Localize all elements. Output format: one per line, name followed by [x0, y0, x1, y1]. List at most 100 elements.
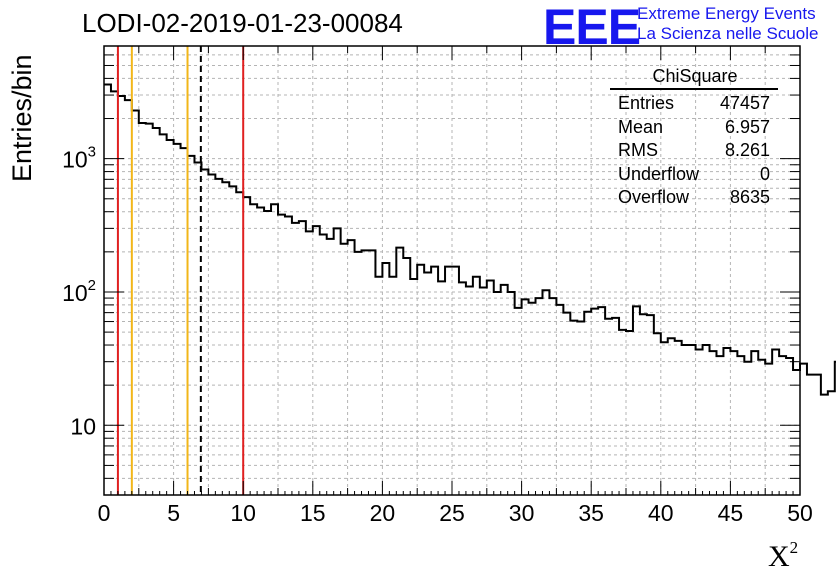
x-axis-label-base: X: [768, 540, 790, 572]
histogram-bin: [487, 280, 494, 495]
x-tick-label: 30: [509, 500, 535, 526]
histogram-bin: [682, 345, 689, 495]
stats-row-underflow: Underflow 0: [610, 163, 780, 187]
histogram-bin: [174, 144, 181, 495]
histogram-bin: [341, 244, 348, 495]
histogram-bin: [807, 375, 814, 495]
stats-value: 8.261: [724, 140, 770, 160]
histogram-bin: [647, 315, 654, 495]
histogram-bin: [201, 169, 208, 495]
y-tick-base: 10: [62, 147, 88, 173]
histogram-bin: [327, 239, 334, 495]
histogram-bin: [626, 331, 633, 495]
histogram-bin: [417, 265, 424, 495]
y-tick-label: 103: [62, 144, 96, 173]
histogram-bin: [208, 175, 215, 495]
histogram-bin: [215, 179, 222, 495]
y-tick-label: 102: [62, 277, 96, 306]
histogram-bin: [758, 360, 765, 495]
histogram-bin: [271, 204, 278, 495]
plot-frame: [103, 45, 801, 496]
histogram-bin: [828, 391, 835, 495]
histogram-bin: [146, 124, 153, 495]
histogram-bin: [765, 364, 772, 495]
x-tick-label: 40: [648, 500, 674, 526]
histogram-bin: [368, 250, 375, 495]
stats-label: Overflow: [618, 187, 690, 207]
histogram-bin: [452, 267, 459, 495]
histogram-bin: [313, 226, 320, 495]
stats-label: Underflow: [618, 163, 700, 184]
histogram-bin: [431, 267, 438, 495]
stats-value: 8635: [729, 187, 770, 207]
histogram-bin: [737, 356, 744, 495]
stats-title: ChiSquare: [652, 66, 738, 86]
histogram-bin: [264, 211, 271, 495]
histogram-bin: [591, 309, 598, 495]
histogram-bin: [257, 208, 264, 495]
histogram-bin: [348, 240, 355, 495]
histogram-bin: [389, 277, 396, 495]
histogram-bin: [640, 314, 647, 495]
histogram-bin: [577, 322, 584, 495]
histogram-bin: [111, 91, 118, 495]
histogram-bin: [459, 282, 466, 495]
histogram-bin: [751, 351, 758, 495]
histogram-bin: [584, 312, 591, 495]
histogram-bin: [696, 350, 703, 495]
stats-label: Entries: [618, 93, 675, 113]
histogram-bin: [278, 215, 285, 495]
histogram-bin: [466, 286, 473, 495]
histogram-series: [104, 83, 836, 495]
histogram-bin: [160, 134, 167, 495]
histogram-bin: [549, 298, 556, 495]
histogram-bin: [403, 258, 410, 495]
histogram-bin: [612, 318, 619, 495]
histogram-bin: [744, 362, 751, 495]
stats-divider: [610, 88, 778, 90]
histogram-bin: [153, 128, 160, 495]
histogram-bin: [306, 231, 313, 495]
logo-line-2: La Scienza nelle Scuole: [637, 24, 819, 43]
histogram-bin: [229, 186, 236, 495]
histogram-bin: [814, 375, 821, 495]
x-tick-label: 50: [787, 500, 813, 526]
histogram-bin: [410, 279, 417, 495]
histogram-bin: [821, 395, 828, 495]
histogram-bin: [710, 351, 717, 495]
histogram-bin: [424, 272, 431, 495]
histogram-bin: [125, 100, 132, 495]
y-tick-exp: 3: [88, 144, 96, 161]
histogram-bin: [285, 217, 292, 495]
stats-value: 0: [759, 163, 770, 184]
histogram-bin: [299, 221, 306, 495]
x-tick-label: 5: [167, 500, 180, 526]
histogram-bin: [167, 140, 174, 495]
grid: [104, 45, 800, 496]
histogram-bin: [438, 281, 445, 495]
histogram-bin: [396, 248, 403, 495]
histogram-bin: [362, 250, 369, 495]
histogram-bin: [536, 298, 543, 495]
histogram-bin: [522, 299, 529, 495]
cut-lines: [116, 46, 245, 495]
x-axis-label: X2: [768, 538, 798, 572]
histogram-bin: [723, 348, 730, 495]
histogram-bin: [668, 338, 675, 495]
histogram-bin: [494, 292, 501, 495]
histogram-bin: [633, 306, 640, 495]
chart-title: LODI-02-2019-01-23-00084: [82, 8, 403, 38]
stats-label: Mean: [618, 116, 664, 137]
x-tick-label: 25: [439, 500, 465, 526]
x-axis-label-exp: 2: [790, 538, 799, 557]
y-axis-label: Entries/bin: [7, 54, 37, 182]
histogram-bin: [334, 228, 341, 495]
histogram-bin: [236, 192, 243, 495]
stats-label: RMS: [618, 140, 658, 160]
axis-labels: Entries/bin X2 0 5 10 15 20 25 30 35 40 45 5010102…: [7, 54, 813, 572]
histogram-bin: [689, 345, 696, 495]
histogram-bin: [598, 307, 605, 495]
histogram-bin: [529, 303, 536, 495]
x-tick-label: 15: [300, 500, 326, 526]
histogram-bin: [250, 204, 257, 495]
